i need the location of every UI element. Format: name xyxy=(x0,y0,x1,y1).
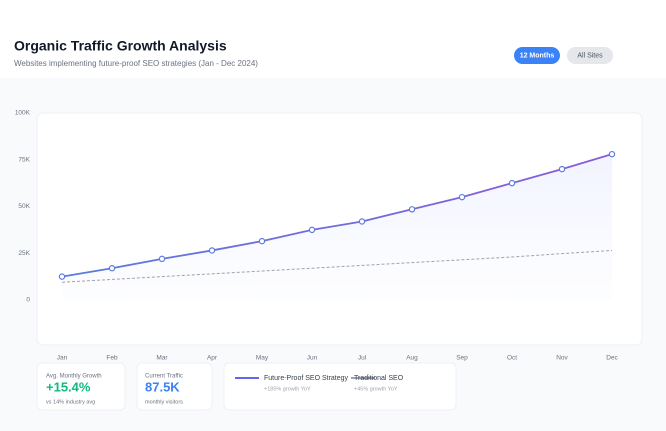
y-tick-label: 25K xyxy=(18,250,30,257)
button-label[interactable]: All Sites xyxy=(577,52,603,59)
x-tick-label: Jan xyxy=(57,355,68,362)
x-tick-label: Feb xyxy=(106,355,118,362)
point xyxy=(408,206,416,213)
button[interactable] xyxy=(514,47,560,64)
stat-card xyxy=(36,362,126,411)
x-tick-label: Sep xyxy=(456,355,468,362)
legend-note: +45% growth YoY xyxy=(354,386,398,392)
title: Organic Traffic Growth Analysis xyxy=(14,38,227,54)
point xyxy=(158,255,166,263)
line xyxy=(61,249,613,283)
plot: 0 25K 50K 75K 100K Jan Feb Mar Apr May Jun Jul Aug Se… xyxy=(15,110,619,362)
stat-label: Current Traffic xyxy=(145,374,183,380)
x-tick-label: Jun xyxy=(307,355,318,362)
y-tick-label: 50K xyxy=(18,203,30,210)
x-tick-label: May xyxy=(256,355,269,362)
point xyxy=(458,193,466,201)
point xyxy=(308,226,316,234)
x-tick-label: Mar xyxy=(156,355,168,362)
x-tick-label: Apr xyxy=(207,355,218,362)
point xyxy=(608,150,616,158)
stat-card xyxy=(136,362,213,411)
subtitle: Websites implementing future-proof SEO s… xyxy=(14,59,258,68)
stat-label: Avg. Monthly Growth xyxy=(46,374,102,380)
point xyxy=(58,273,66,280)
legend-label: Traditional SEO xyxy=(354,375,404,382)
stat-value: 87.5K xyxy=(145,379,180,394)
point xyxy=(108,265,116,272)
x-tick-label: Jul xyxy=(358,355,367,362)
area xyxy=(62,154,612,300)
header-bg xyxy=(0,0,666,78)
legend-label: Future-Proof SEO Strategy xyxy=(264,375,349,382)
line xyxy=(61,153,613,278)
button-label[interactable]: 12 Months xyxy=(520,52,555,59)
stat-value: +15.4% xyxy=(46,379,91,394)
y-tick-label: 0 xyxy=(26,297,30,304)
point xyxy=(208,247,216,254)
legend-items: Future-Proof SEO Strategy +185% growth Yo… xyxy=(235,375,404,392)
x-tick-label: Nov xyxy=(556,355,568,362)
legend xyxy=(223,362,457,411)
x-tick-label: Aug xyxy=(406,355,418,362)
point xyxy=(508,179,516,187)
point xyxy=(358,218,366,225)
point xyxy=(558,165,566,173)
y-tick-label: 100K xyxy=(15,110,31,117)
button[interactable] xyxy=(567,47,613,64)
y-tick-label: 75K xyxy=(18,156,30,163)
legend-note: +185% growth YoY xyxy=(264,386,311,392)
stat-note: vs 14% industry avg xyxy=(46,399,95,405)
stat-note: monthly visitors xyxy=(145,399,183,405)
point xyxy=(258,237,266,245)
x-tick-label: Oct xyxy=(507,355,517,362)
x-tick-label: Dec xyxy=(606,355,618,362)
